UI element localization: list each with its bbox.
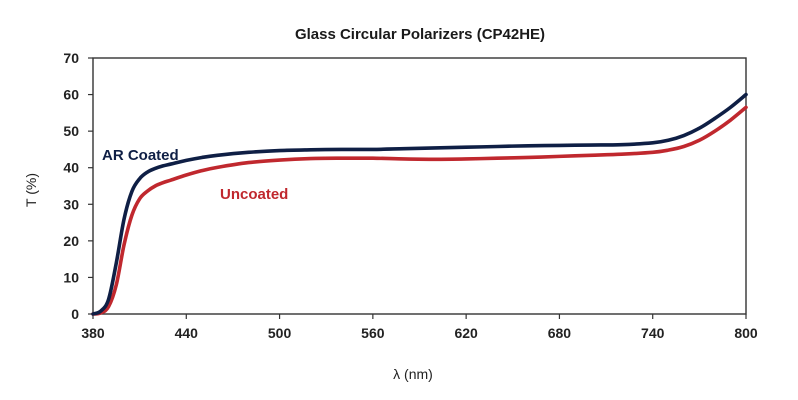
x-tick-label: 800 <box>734 325 758 341</box>
chart-title: Glass Circular Polarizers (CP42HE) <box>295 26 545 43</box>
series-label-uncoated: Uncoated <box>220 186 288 203</box>
series-label-ar-coated: AR Coated <box>102 147 179 164</box>
x-tick-label: 380 <box>81 325 105 341</box>
y-tick-label: 20 <box>63 233 79 249</box>
y-tick-label: 50 <box>63 123 79 139</box>
x-tick-label: 620 <box>454 325 478 341</box>
x-tick-label: 560 <box>361 325 385 341</box>
x-axis-ticks: 380 440 500 560 620 680 740 800 <box>81 314 758 341</box>
x-tick-label: 440 <box>175 325 199 341</box>
series-layer <box>91 92 748 316</box>
x-tick-label: 740 <box>641 325 665 341</box>
x-tick-label: 680 <box>548 325 572 341</box>
y-tick-label: 0 <box>71 306 79 322</box>
series-line-ar-coated <box>91 92 748 316</box>
y-tick-label: 10 <box>63 269 79 285</box>
series-line-uncoated <box>91 105 748 316</box>
plot-frame <box>92 57 747 315</box>
plot-border <box>92 57 747 315</box>
y-tick-label: 60 <box>63 87 79 103</box>
x-axis-label: λ (nm) <box>393 366 433 382</box>
y-axis-label: T (%) <box>23 173 39 207</box>
x-tick-label: 500 <box>268 325 292 341</box>
y-axis-ticks: 0 10 20 30 40 50 60 70 <box>63 50 93 322</box>
y-tick-label: 70 <box>63 50 79 66</box>
y-tick-label: 40 <box>63 160 79 176</box>
y-tick-label: 30 <box>63 196 79 212</box>
